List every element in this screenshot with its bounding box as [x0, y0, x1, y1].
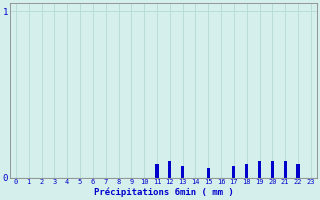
Bar	[156, 164, 159, 178]
Bar	[232, 166, 236, 178]
X-axis label: Précipitations 6min ( mm ): Précipitations 6min ( mm )	[93, 188, 233, 197]
Bar	[181, 166, 184, 178]
Bar	[284, 161, 287, 178]
Bar	[207, 168, 210, 178]
Bar	[271, 161, 274, 178]
Bar	[168, 161, 172, 178]
Bar	[258, 161, 261, 178]
Bar	[296, 164, 300, 178]
Bar	[245, 164, 248, 178]
